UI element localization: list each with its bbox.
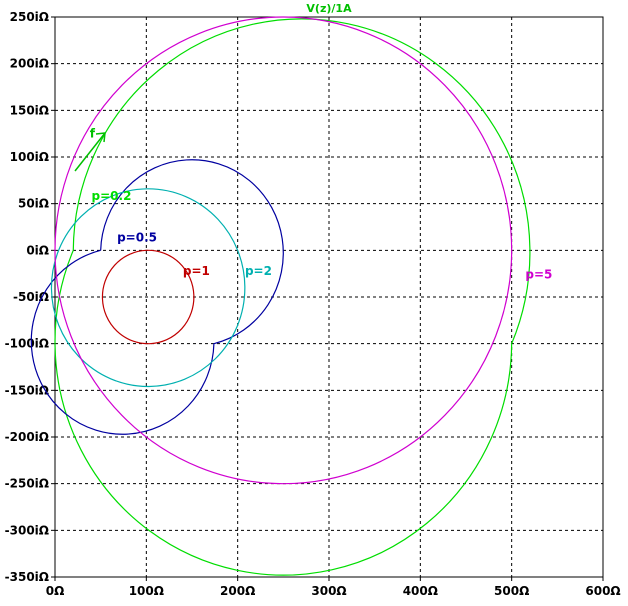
y-tick-label: 200iΩ bbox=[10, 57, 49, 71]
y-tick-label: 50iΩ bbox=[18, 197, 49, 211]
x-tick-label: 600Ω bbox=[585, 584, 620, 598]
annotation-f: f bbox=[90, 127, 96, 141]
y-tick-label: -250iΩ bbox=[5, 477, 49, 491]
series-label-p-0-5: p=0.5 bbox=[117, 230, 157, 244]
curve-p-0-5 bbox=[30, 159, 284, 435]
series-label-p-5: p=5 bbox=[525, 268, 552, 282]
series-labels: p=0.2 p=0.5 p=1 p=2 p=5 f bbox=[90, 127, 553, 282]
y-tick-label: 250iΩ bbox=[10, 10, 49, 24]
chart-title: V(z)/1A bbox=[306, 2, 352, 15]
y-tick-label: -150iΩ bbox=[5, 383, 49, 397]
curve-p-5 bbox=[54, 16, 513, 485]
y-tick-label: 100iΩ bbox=[10, 150, 49, 164]
curve-p-1 bbox=[101, 249, 195, 345]
x-tick-label: 400Ω bbox=[403, 584, 438, 598]
curve-p-2 bbox=[50, 188, 246, 388]
y-tick-label: -100iΩ bbox=[5, 337, 49, 351]
frequency-arrow-icon bbox=[74, 132, 106, 172]
y-tick-label: -50iΩ bbox=[13, 290, 49, 304]
y-tick-label: 150iΩ bbox=[10, 103, 49, 117]
y-tick-label: -200iΩ bbox=[5, 430, 49, 444]
arrow-shaft bbox=[74, 132, 106, 172]
y-tick-label: 0iΩ bbox=[26, 243, 49, 257]
x-tick-label: 0Ω bbox=[46, 584, 65, 598]
x-tick-label: 500Ω bbox=[494, 584, 529, 598]
series-label-p-0-2: p=0.2 bbox=[92, 189, 132, 203]
x-tick-label: 100Ω bbox=[129, 584, 164, 598]
curve-p-0-2 bbox=[54, 18, 531, 576]
series-label-p-1: p=1 bbox=[183, 264, 210, 278]
arrow-head bbox=[95, 132, 106, 143]
y-tick-label: -300iΩ bbox=[5, 523, 49, 537]
x-tick-label: 300Ω bbox=[311, 584, 346, 598]
series-label-p-2: p=2 bbox=[245, 264, 272, 278]
impedance-curves bbox=[30, 16, 531, 576]
y-tick-label: -350iΩ bbox=[5, 570, 49, 584]
x-axis-ticks: 0Ω 100Ω 200Ω 300Ω 400Ω 500Ω 600Ω bbox=[46, 577, 621, 598]
y-axis-ticks: 250iΩ 200iΩ 150iΩ 100iΩ 50iΩ 0iΩ -50iΩ -100iΩ -1… bbox=[5, 10, 55, 584]
x-tick-label: 200Ω bbox=[220, 584, 255, 598]
